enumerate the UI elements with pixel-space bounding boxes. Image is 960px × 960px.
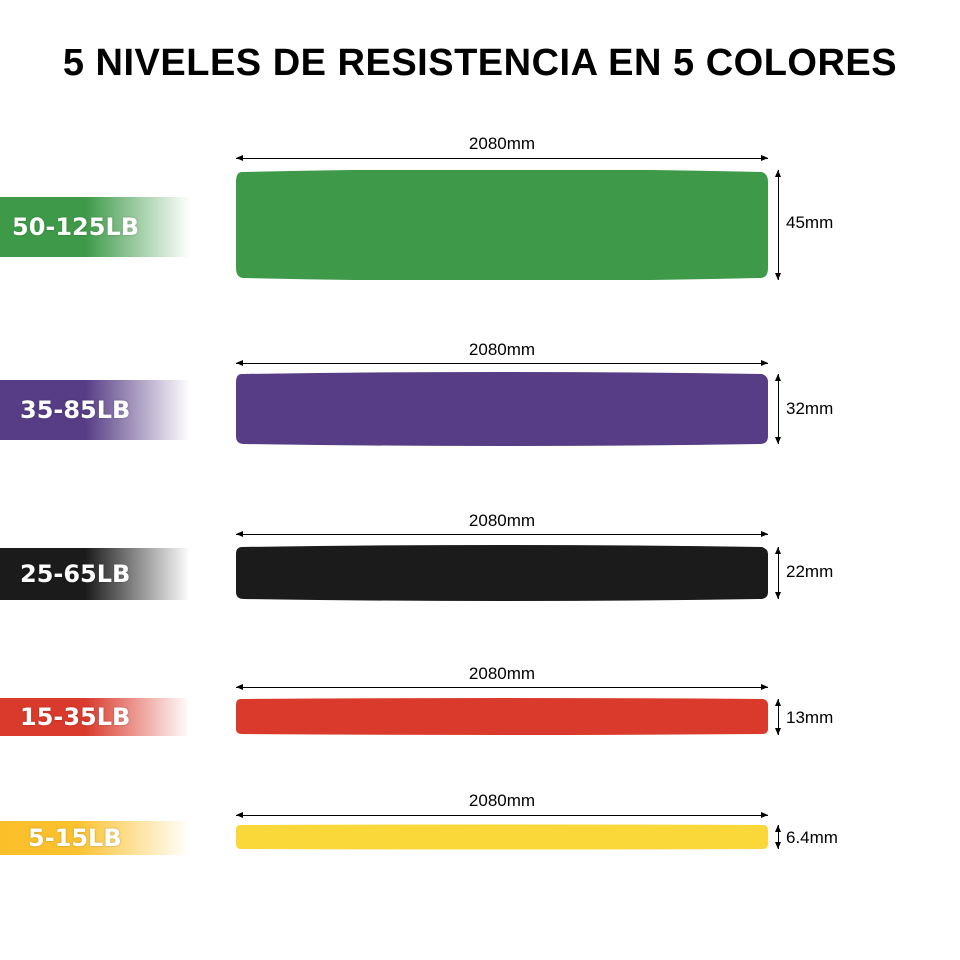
resistance-band [236,372,768,446]
thickness-label: 22mm [786,562,834,581]
length-label: 2080mm [468,134,536,153]
resistance-band [236,545,768,601]
resistance-label: 25-65LB [20,560,131,588]
thickness-label: 13mm [786,708,834,727]
resistance-tag: 50-125LB [0,197,190,257]
thickness-label: 32mm [786,399,834,418]
resistance-tag: 35-85LB [0,380,190,440]
resistance-band [236,824,768,850]
resistance-band [236,170,768,280]
resistance-label: 35-85LB [20,396,131,424]
thickness-label: 45mm [786,213,834,232]
resistance-band [236,698,768,736]
thickness-dimension-arrow [775,170,781,280]
thickness-dimension-arrow [775,547,781,599]
resistance-tag: 25-65LB [0,548,190,600]
length-dimension-arrow [236,155,768,161]
length-label: 2080mm [468,340,536,359]
page-title: 5 NIVELES DE RESISTENCIA EN 5 COLORES [62,42,898,84]
resistance-label: 5-15LB [28,824,122,852]
length-label: 2080mm [468,511,536,530]
length-dimension-arrow [236,531,768,537]
length-label: 2080mm [468,791,536,810]
resistance-label: 50-125LB [12,213,140,241]
length-dimension-arrow [236,360,768,366]
resistance-tag: 5-15LB [0,821,190,855]
thickness-label: 6.4mm [786,828,838,847]
thickness-dimension-arrow [775,699,781,735]
length-dimension-arrow [236,812,768,818]
thickness-dimension-arrow [775,825,781,849]
length-dimension-arrow [236,684,768,690]
resistance-label: 15-35LB [20,703,131,731]
thickness-dimension-arrow [775,374,781,444]
resistance-tag: 15-35LB [0,698,190,736]
length-label: 2080mm [468,664,536,683]
